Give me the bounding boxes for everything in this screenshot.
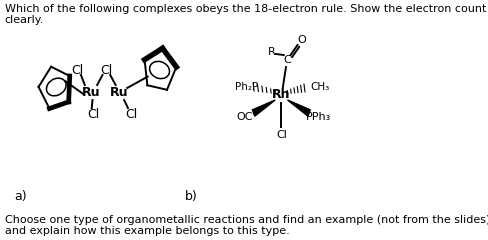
Polygon shape	[252, 100, 275, 116]
Text: Ru: Ru	[81, 85, 100, 98]
Text: Cl: Cl	[87, 108, 100, 121]
Text: a): a)	[14, 190, 26, 203]
Text: Cl: Cl	[276, 130, 287, 140]
Text: O: O	[297, 35, 306, 45]
Text: Cl: Cl	[126, 108, 138, 121]
Text: C: C	[284, 55, 291, 65]
Text: b): b)	[185, 190, 198, 203]
Text: Cl: Cl	[71, 64, 83, 77]
Text: R: R	[268, 47, 276, 57]
Text: Ru: Ru	[110, 85, 129, 98]
Polygon shape	[287, 100, 310, 116]
Text: Rh: Rh	[272, 89, 291, 102]
Text: CH₃: CH₃	[311, 82, 330, 92]
Text: Which of the following complexes obeys the 18-electron rule. Show the electron c: Which of the following complexes obeys t…	[4, 4, 486, 14]
Text: Choose one type of organometallic reactions and find an example (not from the sl: Choose one type of organometallic reacti…	[4, 215, 488, 225]
Text: Cl: Cl	[100, 64, 113, 77]
Text: clearly.: clearly.	[4, 15, 44, 25]
Text: PPh₃: PPh₃	[306, 112, 331, 122]
Text: OC: OC	[236, 112, 253, 122]
Text: Ph₂P: Ph₂P	[235, 82, 258, 92]
Text: and explain how this example belongs to this type.: and explain how this example belongs to …	[4, 226, 289, 236]
